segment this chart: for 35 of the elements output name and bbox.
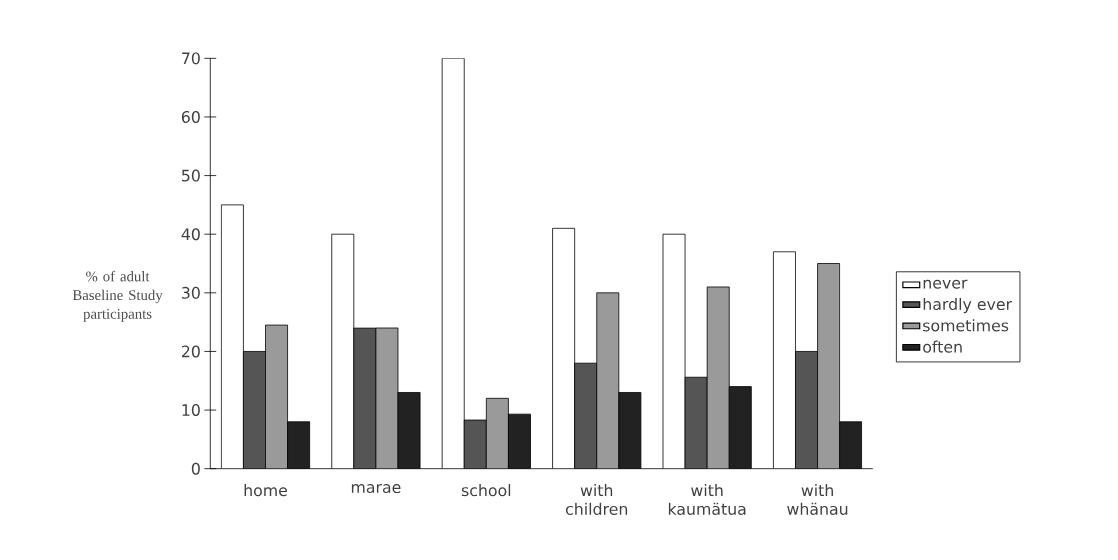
x-tick-label: with kaumätua xyxy=(668,484,746,516)
legend-label: hardly ever xyxy=(923,298,1013,314)
bar xyxy=(839,421,863,469)
y-tick-label: 0 xyxy=(191,462,200,475)
bar xyxy=(265,325,288,469)
bar xyxy=(795,351,818,469)
y-tick-label: 10 xyxy=(182,404,200,417)
legend-label: sometimes xyxy=(923,319,1009,332)
bar xyxy=(464,420,487,469)
bar xyxy=(574,363,597,469)
y-tick-label: 40 xyxy=(181,228,200,241)
bar xyxy=(729,386,752,469)
x-tick-label: home xyxy=(244,484,287,497)
y-tick-label: 70 xyxy=(182,52,200,65)
bar xyxy=(287,421,310,469)
y-tick-label: 30 xyxy=(182,287,200,299)
bar xyxy=(707,287,730,469)
y-tick-label: 20 xyxy=(181,345,200,358)
bar xyxy=(243,351,266,469)
x-tick-label: with whänau xyxy=(787,484,848,516)
x-tick-label: marae xyxy=(351,484,401,494)
bar xyxy=(486,398,509,469)
bar xyxy=(353,328,376,469)
legend-label: often xyxy=(923,340,962,353)
legend-label: never xyxy=(923,279,968,289)
y-axis-title: % of adult Baseline Study participants xyxy=(72,271,163,323)
bar xyxy=(618,392,641,469)
bar xyxy=(817,263,841,469)
bar xyxy=(596,292,619,469)
x-tick-label: with children xyxy=(565,484,628,516)
x-tick-label: school xyxy=(461,484,511,497)
bar xyxy=(685,377,708,469)
y-tick-label: 50 xyxy=(182,169,200,182)
y-tick-label: 60 xyxy=(181,111,200,124)
bar xyxy=(508,414,531,469)
